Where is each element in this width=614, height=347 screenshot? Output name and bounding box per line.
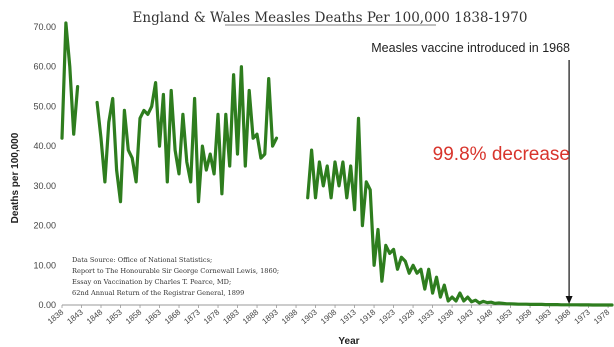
y-axis-label: Deaths per 100,000	[10, 132, 21, 223]
x-tick-label: 1948	[475, 307, 495, 326]
series-line	[60, 21, 80, 140]
y-tick-label: 60.00	[33, 62, 56, 72]
x-tick-label: 1978	[592, 307, 612, 326]
x-tick-label: 1938	[436, 307, 456, 326]
vaccine-arrowhead	[565, 296, 573, 304]
x-tick-label: 1838	[46, 307, 66, 326]
x-axis-label: Year	[338, 336, 359, 347]
x-tick-label: 1963	[533, 307, 553, 326]
x-tick-label: 1913	[338, 307, 358, 326]
x-tick-label: 1968	[553, 307, 573, 326]
source-line-3: Essay on Vaccination by Charles T. Pearc…	[72, 278, 231, 286]
series-line	[306, 116, 614, 307]
x-tick-label: 1878	[202, 307, 222, 326]
x-tick-label: 1973	[572, 307, 592, 326]
x-tick-label: 1868	[163, 307, 183, 326]
decrease-annotation: 99.8% decrease	[433, 144, 570, 165]
y-axis: 0.00 10.00 20.00 30.00 40.00 50.00 60.00 70.00	[33, 22, 56, 310]
x-tick-label: 1928	[397, 307, 417, 326]
series-line-group	[60, 21, 614, 307]
source-line-4: 62nd Annual Return of the Registrar Gene…	[72, 289, 244, 297]
y-tick-label: 20.00	[33, 221, 56, 231]
source-line-2: Report to The Honourable Sir George Corn…	[72, 267, 279, 275]
x-tick-label: 1848	[85, 307, 105, 326]
x-tick-label: 1933	[416, 307, 436, 326]
y-tick-label: 10.00	[33, 260, 56, 270]
x-tick-label: 1923	[377, 307, 397, 326]
x-tick-label: 1908	[319, 307, 339, 326]
x-tick-label: 1883	[221, 307, 241, 326]
x-tick-label: 1953	[494, 307, 514, 326]
x-tick-label: 1873	[182, 307, 202, 326]
x-tick-label: 1893	[260, 307, 280, 326]
x-tick-label: 1888	[241, 307, 261, 326]
y-tick-label: 0.00	[38, 300, 56, 310]
data-source-note: Data Source: Office of National Statisti…	[72, 256, 279, 297]
x-tick-label: 1903	[299, 307, 319, 326]
x-tick-label: 1958	[514, 307, 534, 326]
y-tick-label: 70.00	[33, 22, 56, 32]
y-tick-label: 40.00	[33, 141, 56, 151]
y-tick-label: 50.00	[33, 101, 56, 111]
x-tick-label: 1858	[124, 307, 144, 326]
source-line-1: Data Source: Office of National Statisti…	[72, 256, 212, 264]
x-tick-label: 1863	[143, 307, 163, 326]
vaccine-annotation: Measles vaccine introduced in 1968	[371, 41, 570, 55]
series-line	[95, 65, 279, 204]
chart-title: England & Wales Measles Deaths Per 100,0…	[133, 10, 528, 26]
x-tick-label: 1918	[358, 307, 378, 326]
x-tick-label: 1943	[455, 307, 475, 326]
x-axis: 1838 1843 1848 1853 1858 1863 1868 1873 1878 1883…	[46, 304, 612, 326]
x-tick-label: 1843	[65, 307, 85, 326]
y-tick-label: 30.00	[33, 181, 56, 191]
x-tick-label: 1898	[280, 307, 300, 326]
x-tick-label: 1853	[104, 307, 124, 326]
